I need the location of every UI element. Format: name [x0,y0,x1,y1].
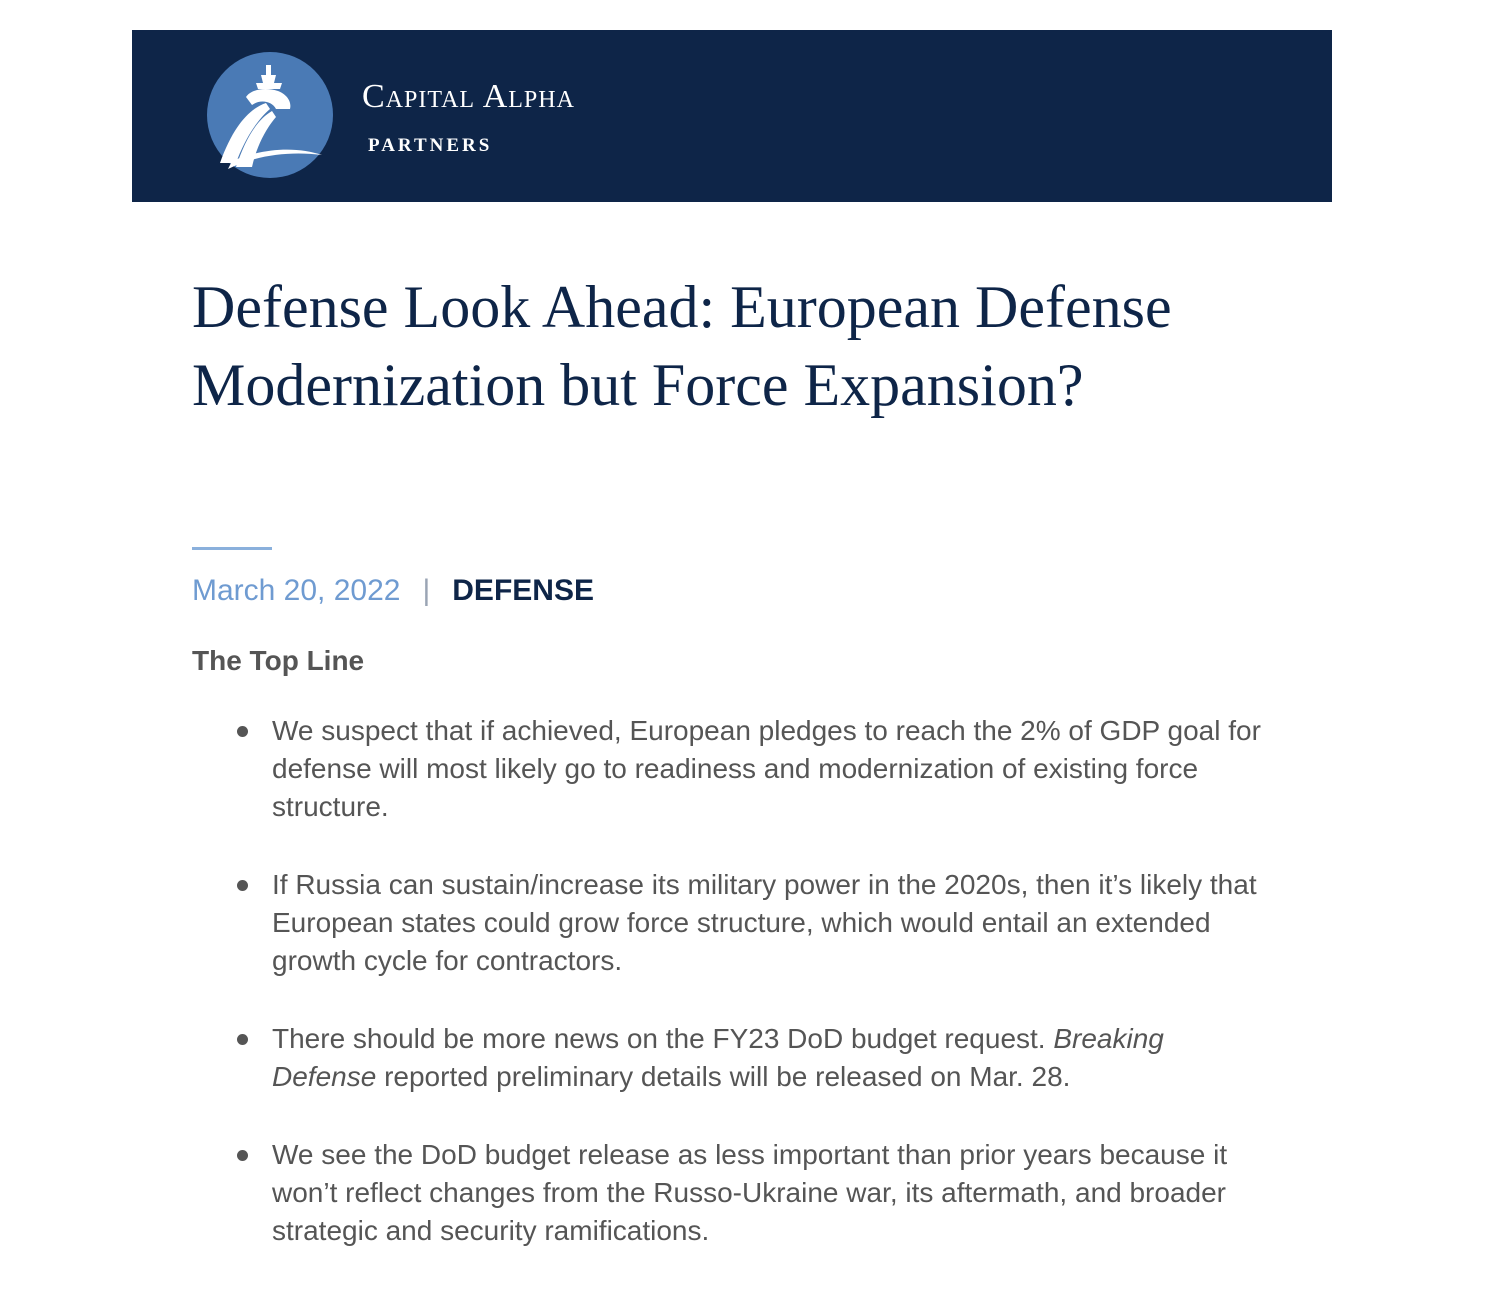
list-item: We see the DoD budget release as less im… [232,1136,1272,1250]
bullet-text: We see the DoD budget release as less im… [272,1139,1228,1246]
meta-separator: | [422,574,431,607]
brand-name: Capital Alpha [362,78,575,115]
list-item: If Russia can sustain/increase its milit… [232,866,1272,980]
bullet-icon [237,726,248,737]
section-heading: The Top Line [192,645,365,676]
brand-subtitle: PARTNERS [368,135,493,156]
bullet-text-continued: reported preliminary details will be rel… [376,1061,1071,1092]
bullet-icon [237,880,248,891]
article-category: DEFENSE [452,574,594,607]
article-date: March 20, 2022 [192,574,401,607]
bullet-text: If Russia can sustain/increase its milit… [272,869,1257,976]
list-item: We suspect that if achieved, European pl… [232,712,1272,826]
article-title: Defense Look Ahead: European Defense Mod… [192,274,1172,418]
bullet-icon [237,1034,248,1045]
bullet-text: There should be more news on the FY23 Do… [272,1023,1054,1054]
capitol-dome-icon [207,52,333,178]
top-line-list: We suspect that if achieved, European pl… [232,712,1272,1290]
article-meta: March 20, 2022 | DEFENSE [192,573,594,609]
list-item: There should be more news on the FY23 Do… [232,1020,1272,1096]
source-name: Breaking Defense [272,1023,1164,1092]
title-divider [192,547,272,550]
brand-header: Capital Alpha PARTNERS [132,30,1332,202]
bullet-icon [237,1150,248,1161]
bullet-text: We suspect that if achieved, European pl… [272,715,1261,822]
